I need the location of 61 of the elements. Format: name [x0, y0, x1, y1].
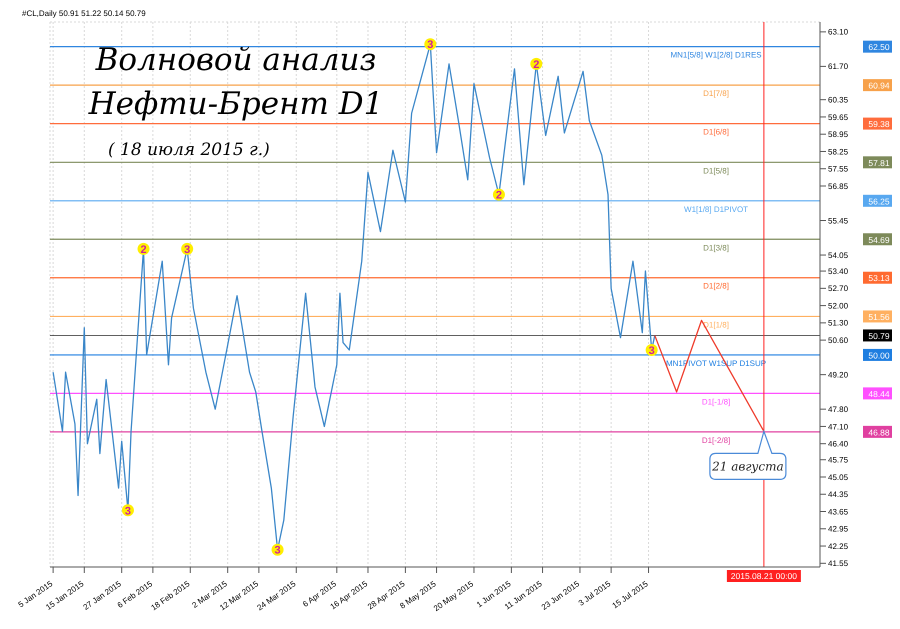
- y-tick-label: 45.05: [828, 472, 849, 482]
- annotation: 2: [533, 58, 540, 71]
- y-tick-label: 59.65: [828, 112, 849, 122]
- y2-tick-label: 48.44: [868, 388, 890, 399]
- y-tick-label: 47.80: [828, 405, 849, 414]
- y2-tick-label: 50.79: [868, 330, 890, 341]
- y2-tick-label: 56.25: [868, 196, 890, 206]
- y-tick-label: 53.40: [828, 266, 849, 276]
- y-tick-label: 46.40: [828, 440, 849, 449]
- y2-tick-label: 50.00: [868, 350, 890, 360]
- y2-tick-label: 51.56: [868, 312, 890, 322]
- annotation: 3: [184, 244, 190, 256]
- annotation: 3: [427, 39, 434, 52]
- y-tick-label: 42.95: [828, 524, 849, 534]
- y-tick-label: 44.35: [828, 490, 849, 500]
- y2-tick-label: 62.50: [868, 42, 890, 52]
- ref-line-label: D1[7/8]: [703, 89, 729, 98]
- y-tick-label: 52.00: [828, 301, 849, 310]
- annotation: 3: [648, 344, 655, 357]
- line-series: [654, 320, 765, 432]
- y-tick-label: 58.25: [828, 147, 849, 156]
- ref-line-label: D1[-2/8]: [702, 436, 730, 445]
- ref-line-label: W1[1/8] D1PIVOT: [684, 204, 748, 214]
- annotation: 3: [274, 544, 281, 557]
- y-tick-label: 45.75: [828, 456, 849, 465]
- y-tick-label: 63.10: [828, 28, 849, 37]
- ref-line-label: D1[2/8]: [703, 282, 729, 291]
- y2-tick-label: 60.94: [868, 80, 890, 91]
- y-tick-label: 43.65: [828, 507, 849, 516]
- y-tick-label: 56.85: [828, 182, 849, 191]
- y-tick-label: 54.05: [828, 250, 849, 260]
- y-tick-label: 57.55: [828, 164, 849, 174]
- y2-tick-label: 46.88: [868, 427, 890, 438]
- annotation: 2: [496, 190, 502, 202]
- ref-line-label: D1[5/8]: [703, 166, 729, 176]
- ref-line-label: D1[3/8]: [703, 243, 729, 252]
- y2-tick-label: 53.13: [868, 273, 890, 284]
- y-tick-label: 42.25: [828, 542, 849, 551]
- annotation: 2: [140, 244, 147, 256]
- text: #CL,Daily 50.91 51.22 50.14 50.79: [22, 9, 146, 18]
- y-tick-label: 61.70: [828, 62, 849, 72]
- y-tick-label: 41.55: [828, 559, 849, 568]
- ref-line-label: D1[-1/8]: [702, 397, 730, 406]
- y-tick-label: 52.70: [828, 284, 849, 294]
- y-tick-label: 51.30: [828, 318, 849, 328]
- annotation: 3: [124, 505, 131, 518]
- y-tick-label: 60.35: [828, 96, 849, 105]
- annotation: 21 августа: [711, 459, 784, 474]
- y-tick-label: 50.60: [828, 336, 849, 345]
- y-tick-label: 55.45: [828, 216, 849, 226]
- y-tick-label: 58.95: [828, 130, 849, 140]
- y2-tick-label: 57.81: [868, 158, 890, 168]
- y-tick-label: 47.10: [828, 422, 849, 432]
- text: ( 18 июля 2015 г.): [108, 140, 270, 160]
- y-tick-label: 49.20: [828, 370, 849, 380]
- y2-tick-label: 54.69: [868, 234, 890, 245]
- ref-line-label: D1[6/8]: [703, 128, 729, 137]
- ref-line-label: 2015.08.21 00:00: [730, 571, 798, 581]
- ref-line-label: MN1[5/8] W1[2/8] D1RES: [670, 50, 762, 60]
- y2-tick-label: 59.38: [868, 119, 890, 130]
- text: Волновой анализ Нефти-Брент D1: [88, 42, 384, 122]
